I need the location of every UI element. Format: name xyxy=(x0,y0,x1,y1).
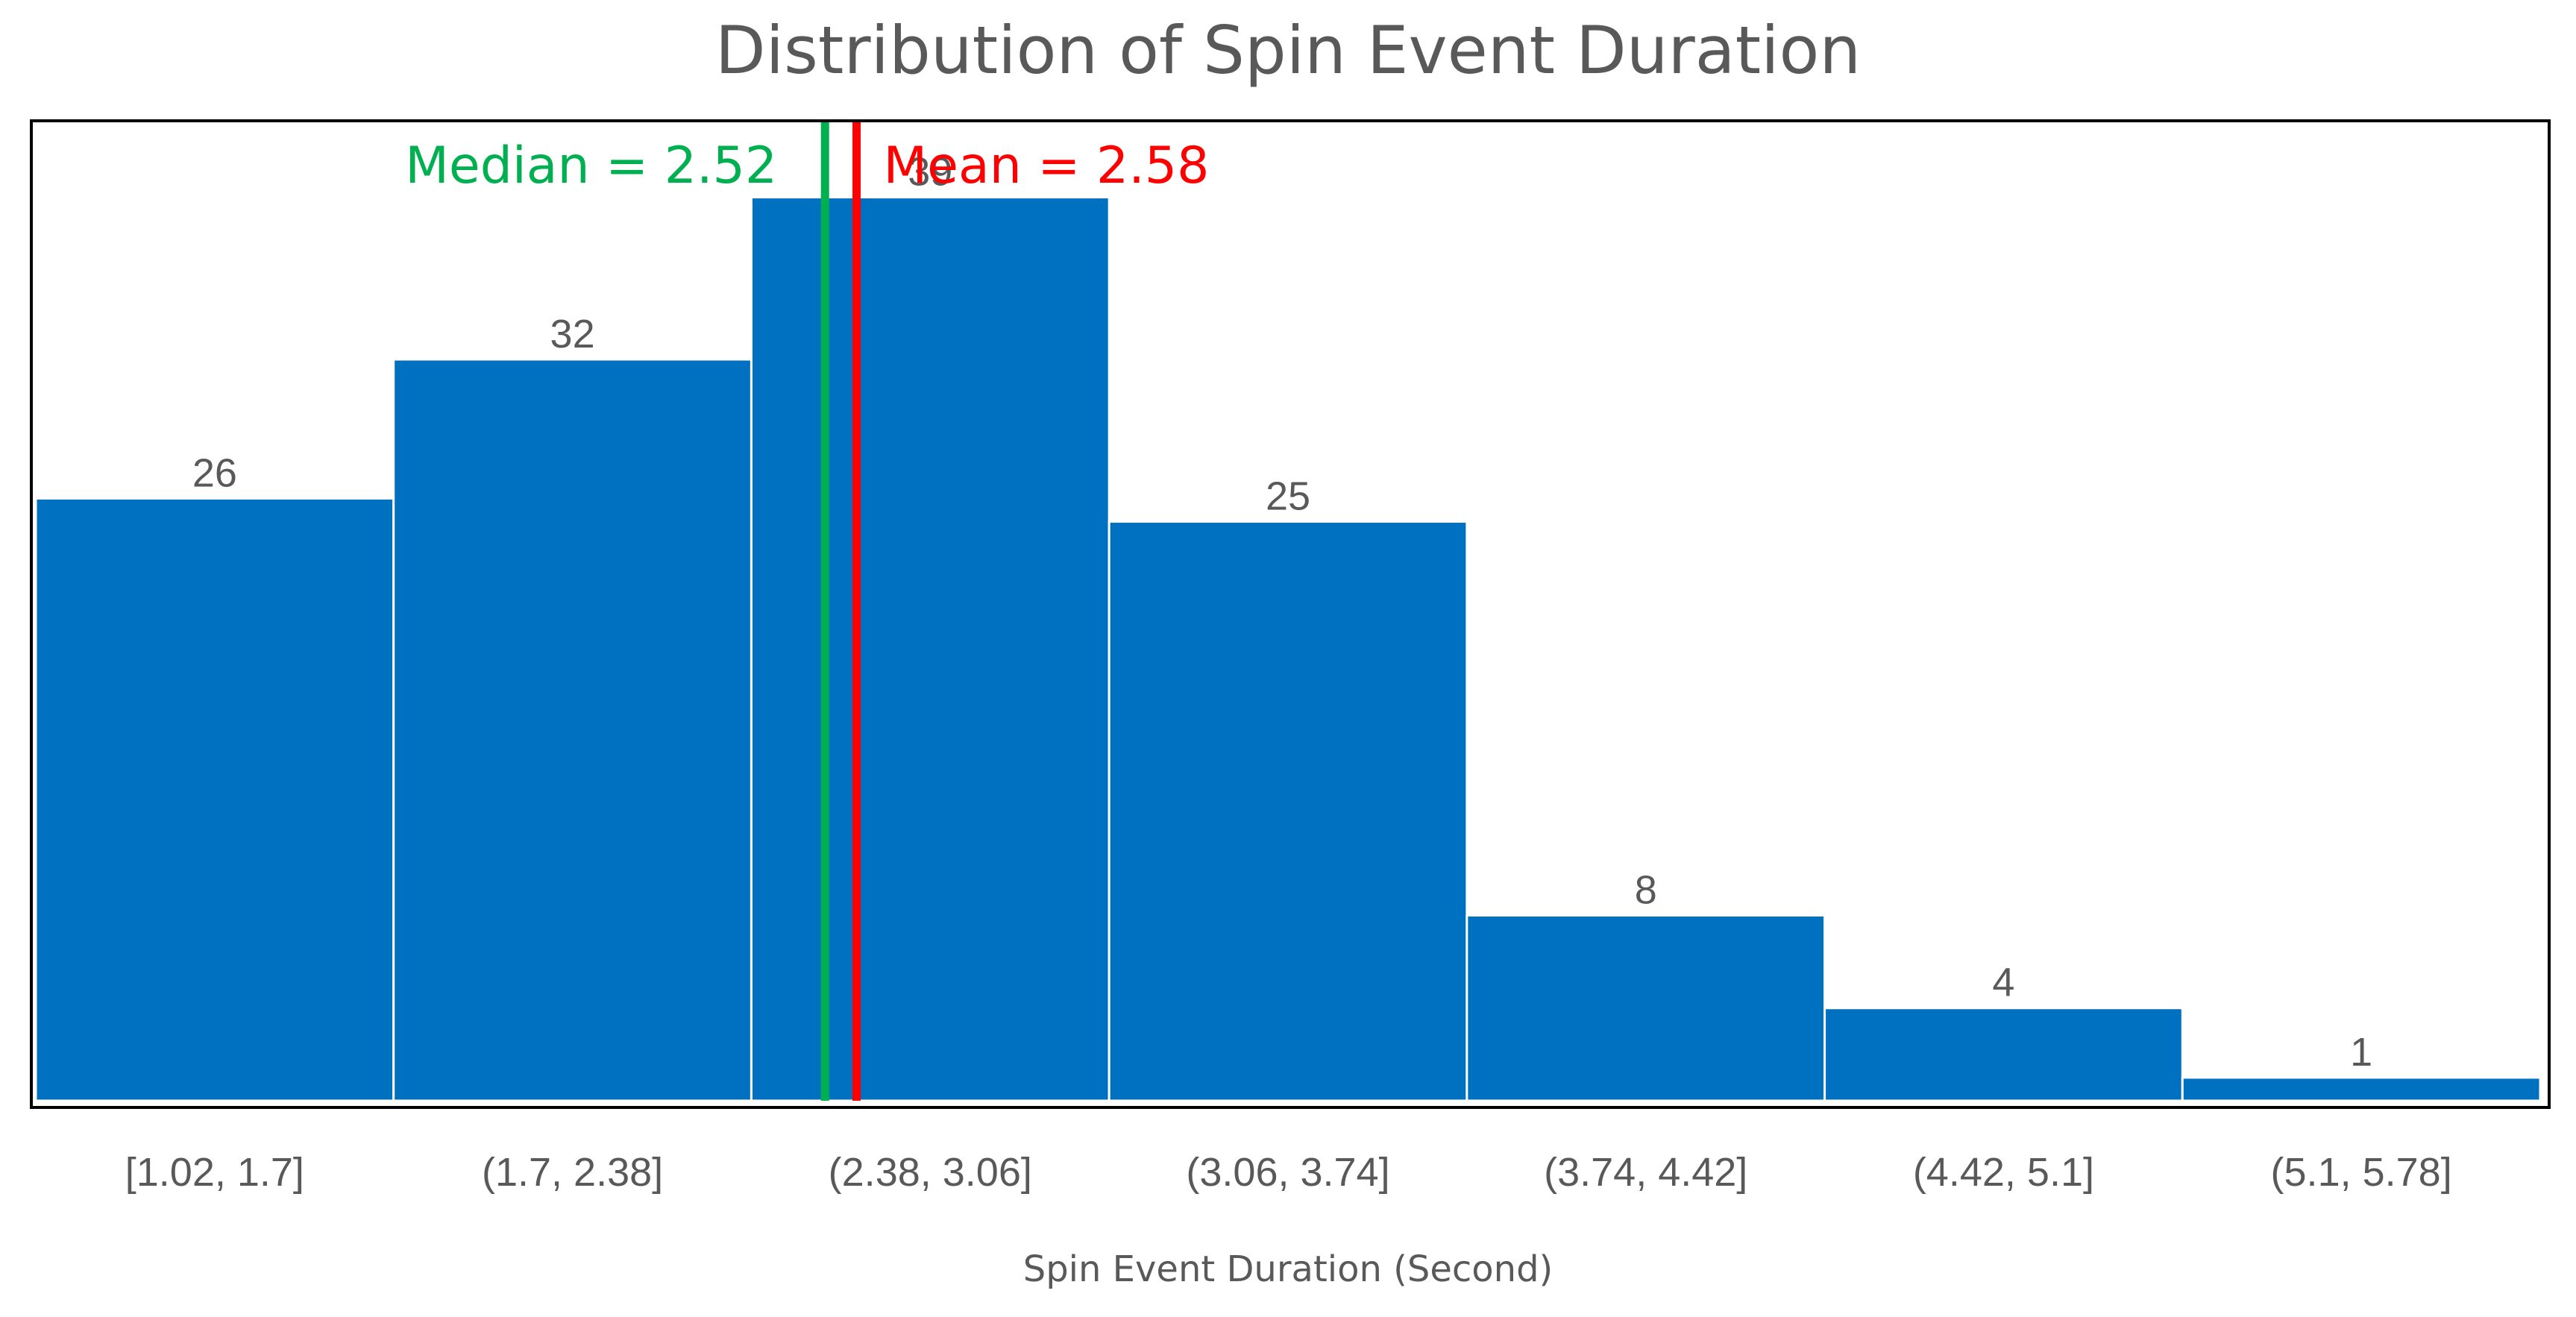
x-tick-label-4: (3.06, 3.74] xyxy=(1186,1150,1389,1195)
bar-7 xyxy=(2181,1076,2542,1102)
x-tick-label-3: (2.38, 3.06] xyxy=(829,1150,1032,1195)
x-tick-labels-group: [1.02, 1.7] (1.7, 2.38] (2.38, 3.06] (3.06,… xyxy=(125,1150,2452,1195)
x-tick-label-2: (1.7, 2.38] xyxy=(482,1150,663,1195)
data-label-4: 25 xyxy=(1266,474,1310,518)
bar-2 xyxy=(392,358,753,1102)
data-label-5: 8 xyxy=(1635,867,1657,912)
x-axis-label: Spin Event Duration (Second) xyxy=(1023,1248,1554,1290)
data-label-7: 1 xyxy=(2350,1030,2372,1075)
median-label: Median = 2.52 xyxy=(405,136,777,195)
data-labels-group: 26 32 39 25 8 4 1 xyxy=(192,150,2372,1075)
bar-1 xyxy=(34,497,395,1102)
x-tick-label-6: (4.42, 5.1] xyxy=(1913,1150,2094,1195)
bar-4 xyxy=(1108,520,1468,1102)
annotation-lines-group xyxy=(820,122,861,1101)
data-label-3: 39 xyxy=(908,150,952,195)
mean-label: Mean = 2.58 xyxy=(884,136,1210,195)
bars-group xyxy=(34,196,2542,1102)
data-label-2: 32 xyxy=(550,312,595,356)
x-tick-label-1: [1.02, 1.7] xyxy=(125,1150,304,1195)
plot-area-border xyxy=(30,119,2551,1109)
chart-title: Distribution of Spin Event Duration xyxy=(715,12,1861,89)
data-label-1: 26 xyxy=(192,450,237,495)
bar-3 xyxy=(750,196,1110,1102)
x-tick-label-7: (5.1, 5.78] xyxy=(2271,1150,2452,1195)
annotation-labels-group: Median = 2.52 Mean = 2.58 xyxy=(405,136,1209,195)
x-tick-label-5: (3.74, 4.42] xyxy=(1544,1150,1747,1195)
data-label-6: 4 xyxy=(1992,961,2014,1005)
bar-6 xyxy=(1823,1007,2184,1102)
bar-5 xyxy=(1466,914,1826,1102)
